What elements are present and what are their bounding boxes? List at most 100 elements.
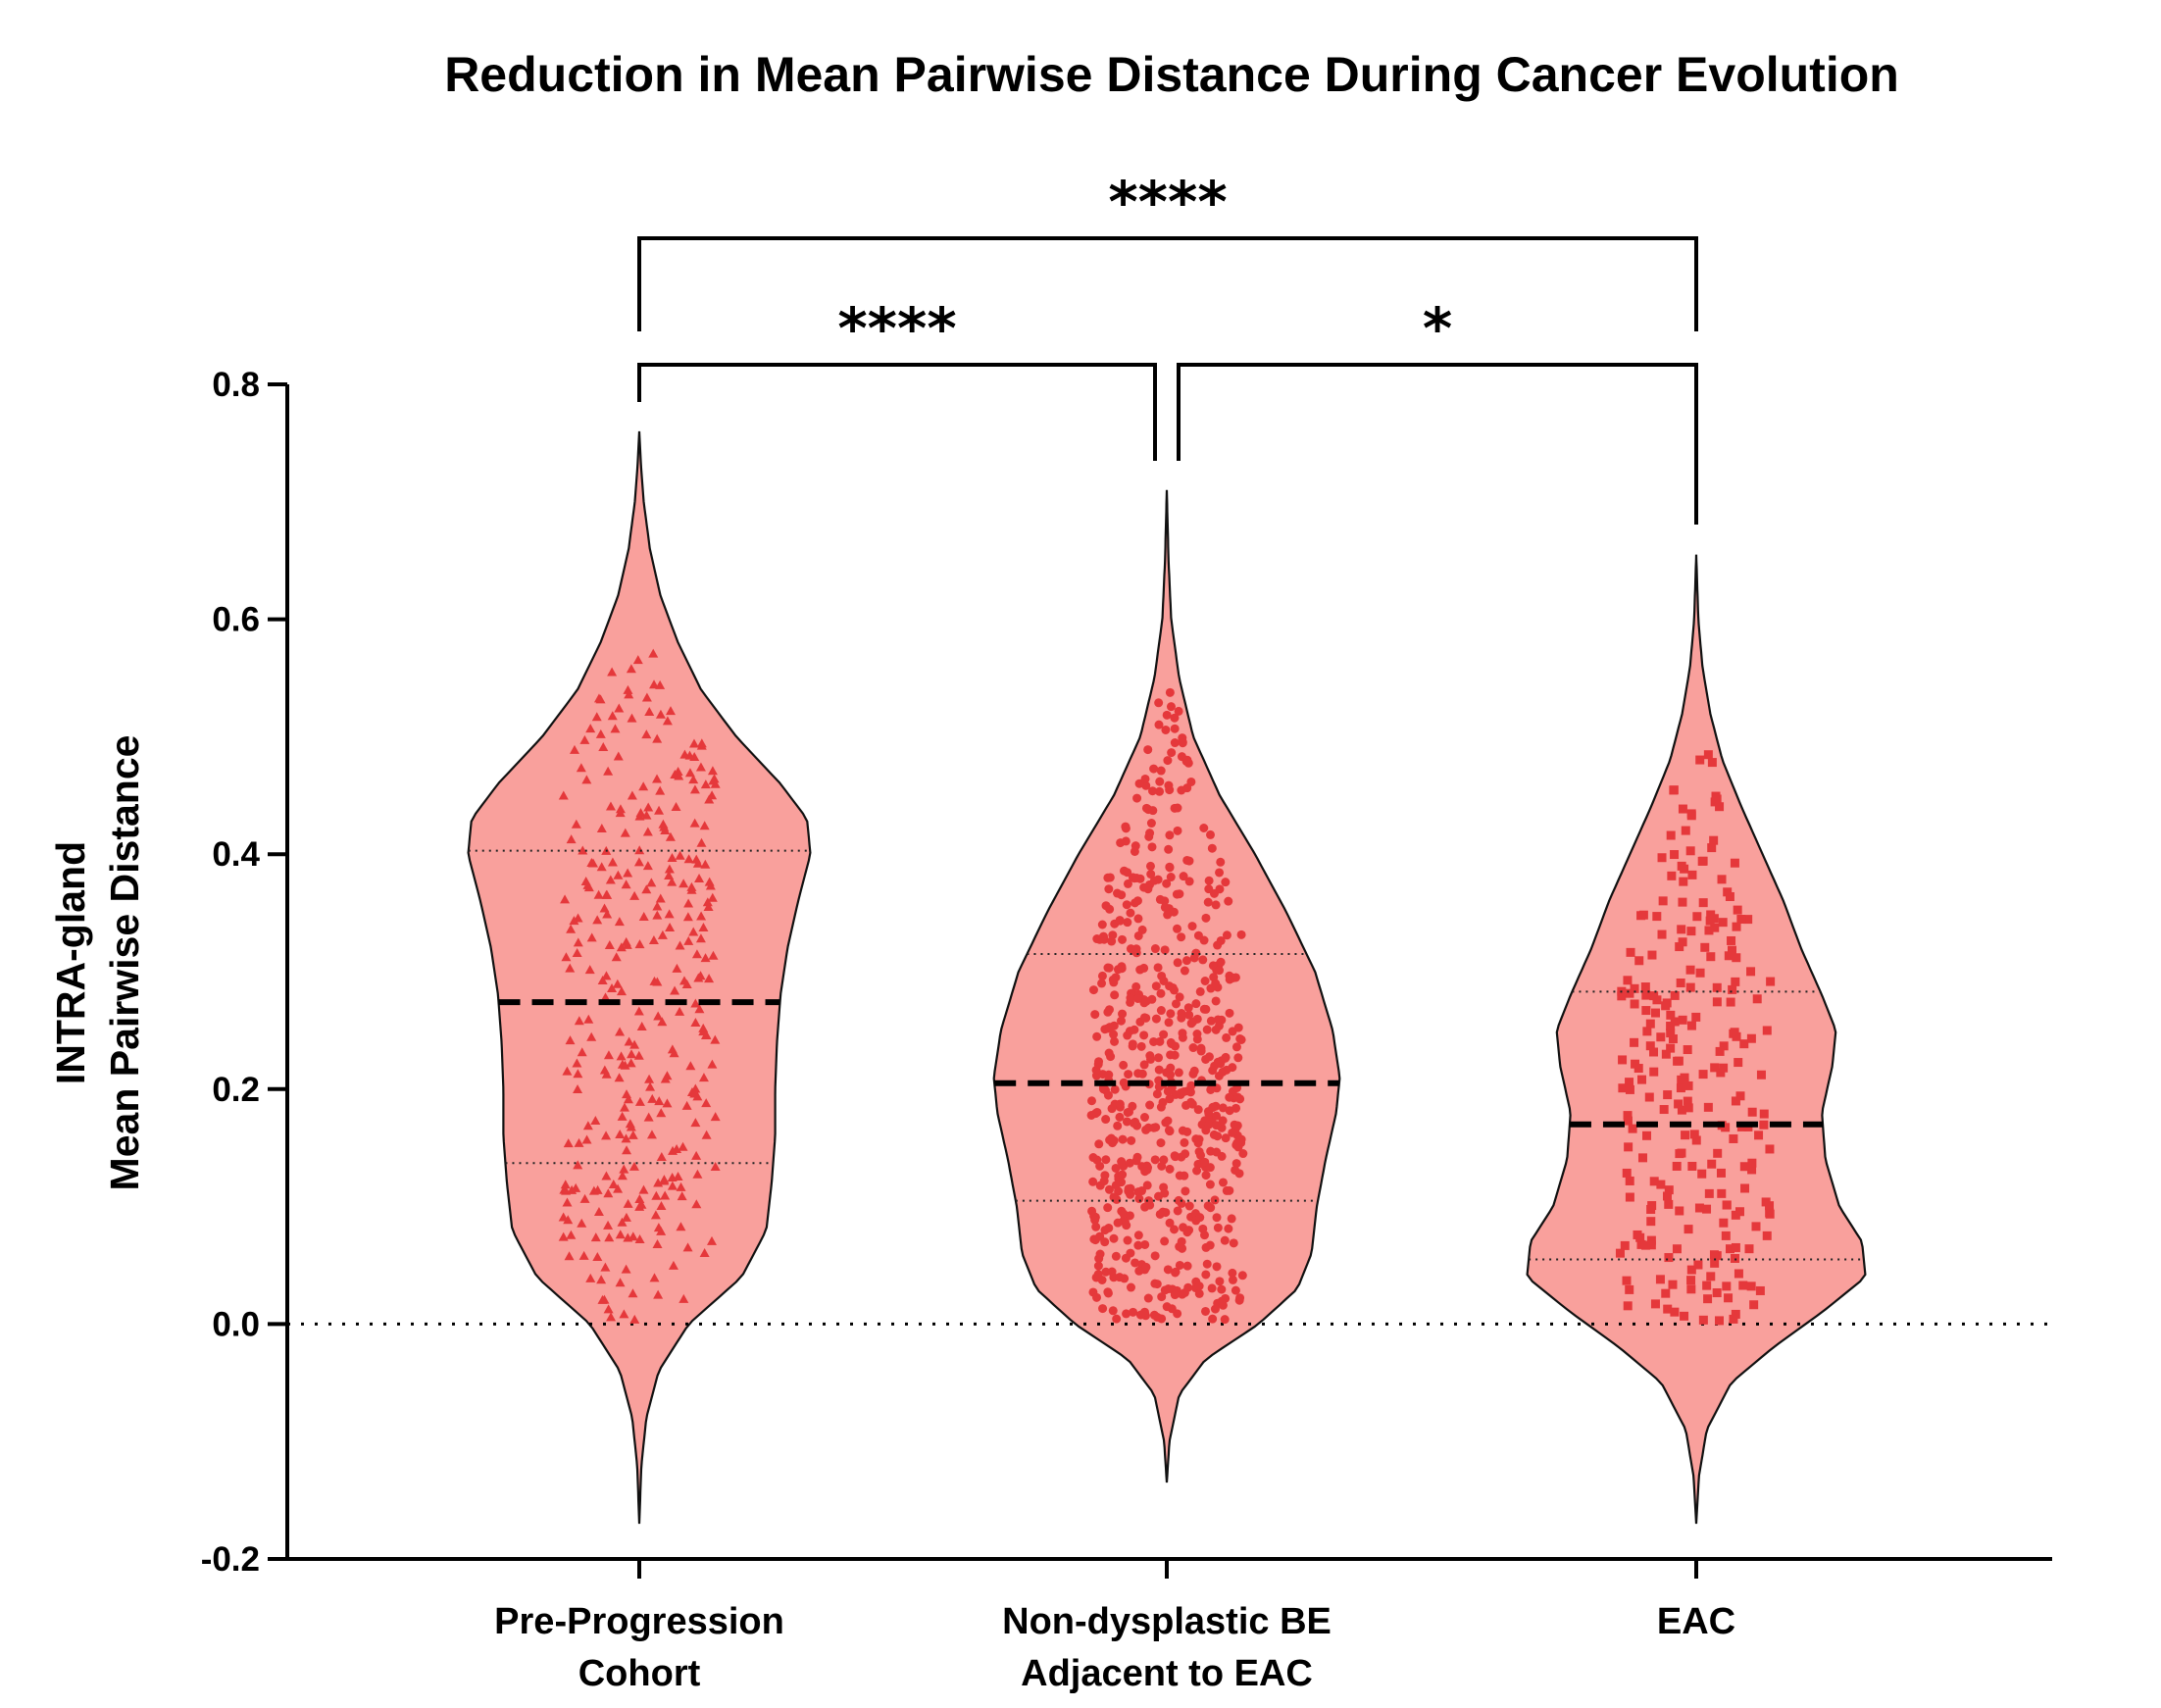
data-point [634,845,645,855]
data-point [1198,955,1208,965]
data-point [1135,1310,1145,1320]
data-point [623,684,633,694]
data-point [596,823,607,832]
data-point [1659,1105,1669,1115]
data-point [610,724,621,733]
data-point [1727,935,1736,945]
data-point [656,1226,667,1235]
data-point [1215,966,1225,976]
data-point [1663,1304,1673,1314]
data-point [689,818,700,828]
data-point [1100,1237,1110,1247]
data-point [1657,853,1667,863]
data-point [672,963,682,973]
data-point [1164,844,1174,854]
data-point [1121,836,1131,846]
data-point [1734,1269,1743,1279]
data-point [1131,1258,1140,1268]
x-category-labels: Pre-Progression Cohort Non-dysplastic BE Ad… [494,1601,1735,1694]
data-point [1645,1041,1655,1051]
data-point [1126,1248,1135,1258]
data-point [1182,1261,1192,1271]
data-point [1683,1045,1692,1055]
data-point [1213,1057,1223,1067]
data-point [1202,1025,1212,1034]
data-point [622,1145,632,1155]
data-point [1097,920,1107,929]
data-point [1618,1083,1628,1093]
data-point [579,734,590,744]
data-point [1206,1084,1216,1094]
data-point [662,716,673,726]
data-point [1207,1283,1217,1293]
data-point [675,850,685,860]
data-point [1188,1017,1198,1027]
data-point [1213,1223,1223,1232]
data-point [1140,1167,1150,1177]
data-point [1707,843,1717,853]
data-point [1115,1273,1125,1282]
data-point [621,1133,631,1143]
points-group-1 [558,648,721,1324]
data-point [1105,1023,1115,1032]
data-point [649,1273,660,1282]
data-point [1186,1097,1196,1107]
data-point [1684,1225,1693,1234]
data-point [657,1017,668,1027]
data-point [1204,1052,1214,1062]
data-point [660,1074,671,1083]
data-point [669,1048,679,1058]
data-point [684,768,695,778]
data-point [1685,846,1695,856]
data-point [1212,1262,1222,1272]
data-point [573,1069,583,1079]
data-point [1125,1158,1134,1168]
data-point [612,979,623,988]
data-point [652,910,663,920]
data-point [601,889,612,899]
data-point [1182,1127,1192,1136]
data-point [1722,1200,1732,1210]
data-point [1730,858,1739,868]
data-point [597,976,608,985]
data-point [1738,1281,1748,1290]
data-point [1198,1224,1208,1233]
data-point [656,1108,667,1118]
data-point [667,1181,678,1190]
data-point [1221,1133,1231,1143]
data-point [1133,1187,1143,1197]
data-point [1649,1067,1659,1077]
data-point [683,898,694,908]
data-point [1214,1021,1224,1030]
data-point [1141,1125,1151,1134]
data-point [599,1065,610,1075]
data-point [613,751,624,761]
data-point [1210,1304,1220,1314]
data-point [657,929,668,939]
data-point [628,1161,639,1171]
data-point [1110,1084,1120,1094]
data-point [1700,942,1710,952]
data-point [1098,1084,1108,1094]
data-point [613,870,624,879]
data-point [1117,1016,1127,1026]
data-point [1170,738,1180,748]
data-point [651,1190,662,1200]
data-point [1094,1139,1104,1149]
data-point [653,1011,664,1021]
data-point [1113,1121,1123,1130]
data-point [1117,964,1127,974]
data-point [642,861,653,871]
data-point [1686,1265,1696,1275]
data-point [592,1252,603,1262]
data-point [566,924,577,933]
data-point [1695,755,1705,765]
data-point [1195,986,1205,996]
data-point [1652,995,1662,1005]
data-point [710,1162,721,1172]
data-point [1145,861,1155,871]
data-point [1740,1183,1750,1193]
data-point [604,1232,615,1242]
data-point [652,733,663,743]
data-point [604,940,615,950]
